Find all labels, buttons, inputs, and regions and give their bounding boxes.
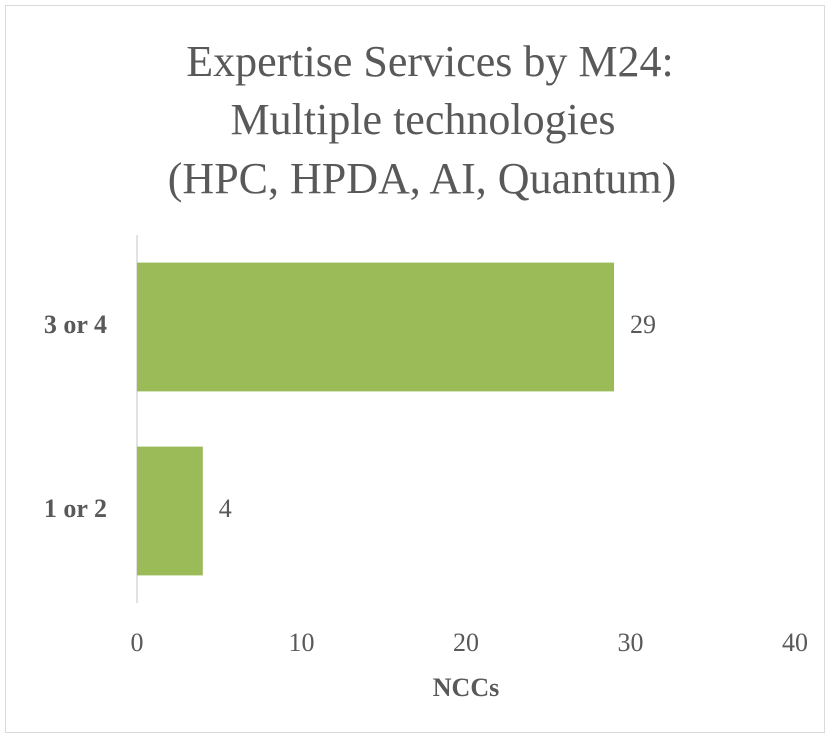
- bar: [137, 262, 615, 392]
- x-tick-label: 20: [453, 628, 479, 657]
- bar: [137, 446, 203, 576]
- x-tick-label: 10: [289, 628, 315, 657]
- y-tick-label: 1 or 2: [44, 494, 107, 523]
- data-label: 4: [219, 494, 232, 523]
- data-label: 29: [630, 310, 656, 339]
- x-tick-label: 30: [618, 628, 644, 657]
- chart-title: Expertise Services by M24:: [186, 37, 674, 86]
- x-axis-label: NCCs: [433, 673, 499, 702]
- chart-title: Multiple technologies: [231, 95, 616, 144]
- x-tick-label: 0: [131, 628, 144, 657]
- chart-title: (HPC, HPDA, AI, Quantum): [168, 154, 676, 203]
- y-tick-label: 3 or 4: [44, 310, 107, 339]
- x-tick-label: 40: [782, 628, 808, 657]
